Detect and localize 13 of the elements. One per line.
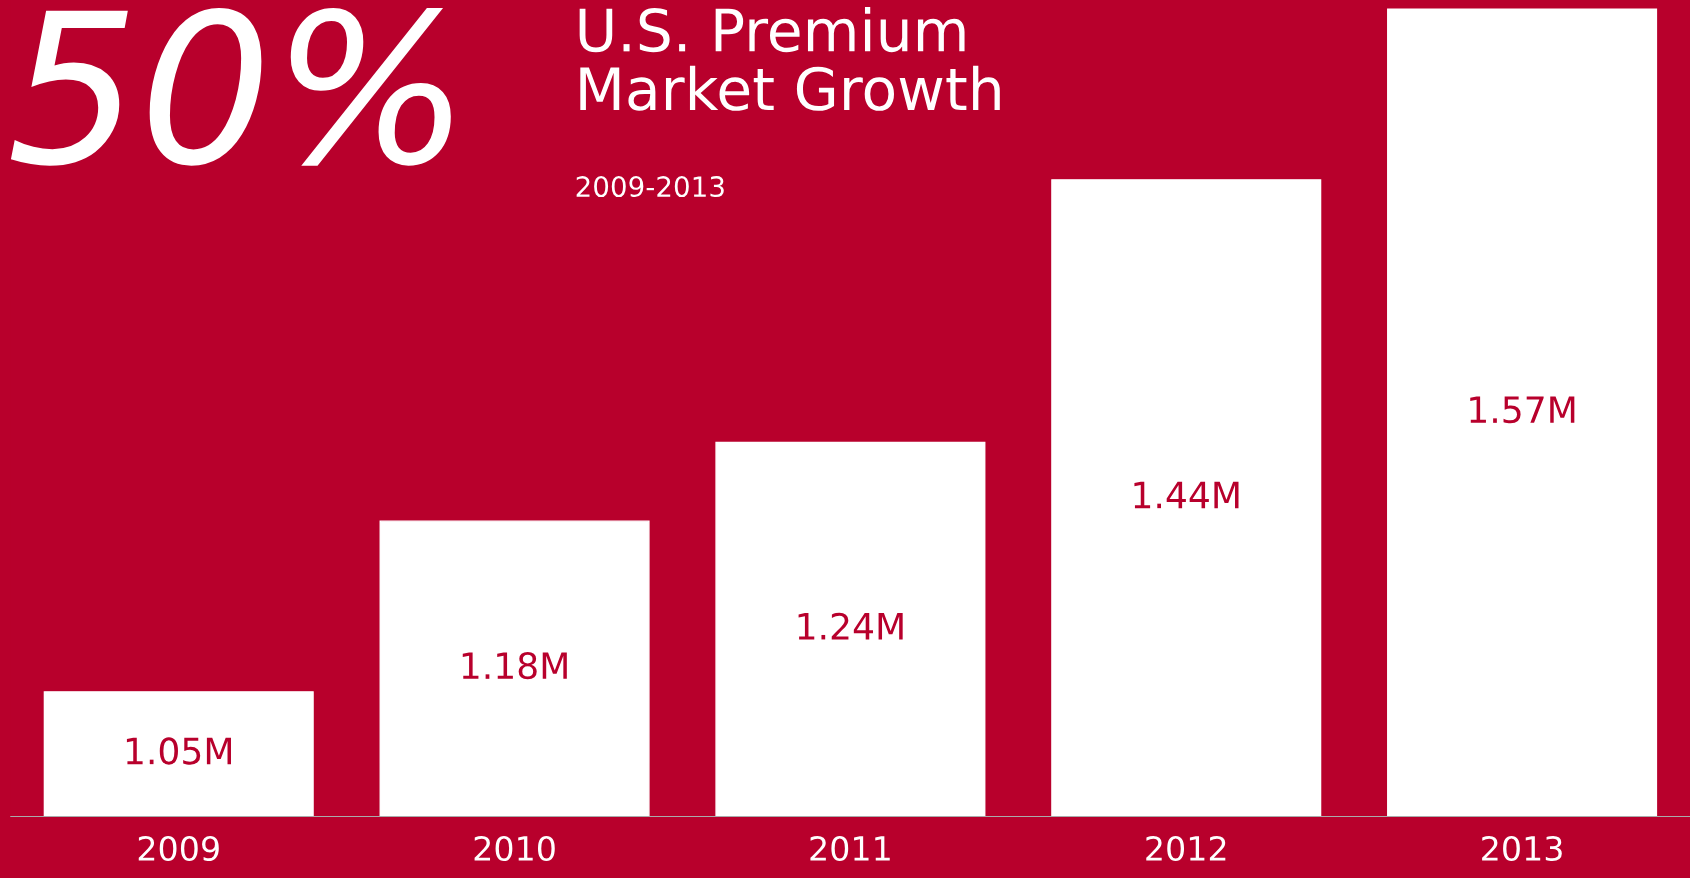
x-tick-label: 2009 <box>138 835 219 862</box>
annotation: 50% <box>10 8 451 166</box>
x-tick-label: 2010 <box>474 835 555 862</box>
data-label: 1.57M <box>1470 396 1575 424</box>
x-tick-label: 2013 <box>1482 835 1562 862</box>
x-tick-label: 2011 <box>810 835 890 862</box>
data-label: 1.18M <box>462 652 567 680</box>
data-label: 1.05M <box>126 737 231 765</box>
text: U.S. Premium Market Growth <box>579 7 1000 111</box>
text: 2009-2013 <box>576 176 724 198</box>
data-label: 1.44M <box>1134 481 1239 509</box>
x-tick-label: 2012 <box>1146 835 1226 862</box>
data-label: 1.24M <box>798 612 903 640</box>
